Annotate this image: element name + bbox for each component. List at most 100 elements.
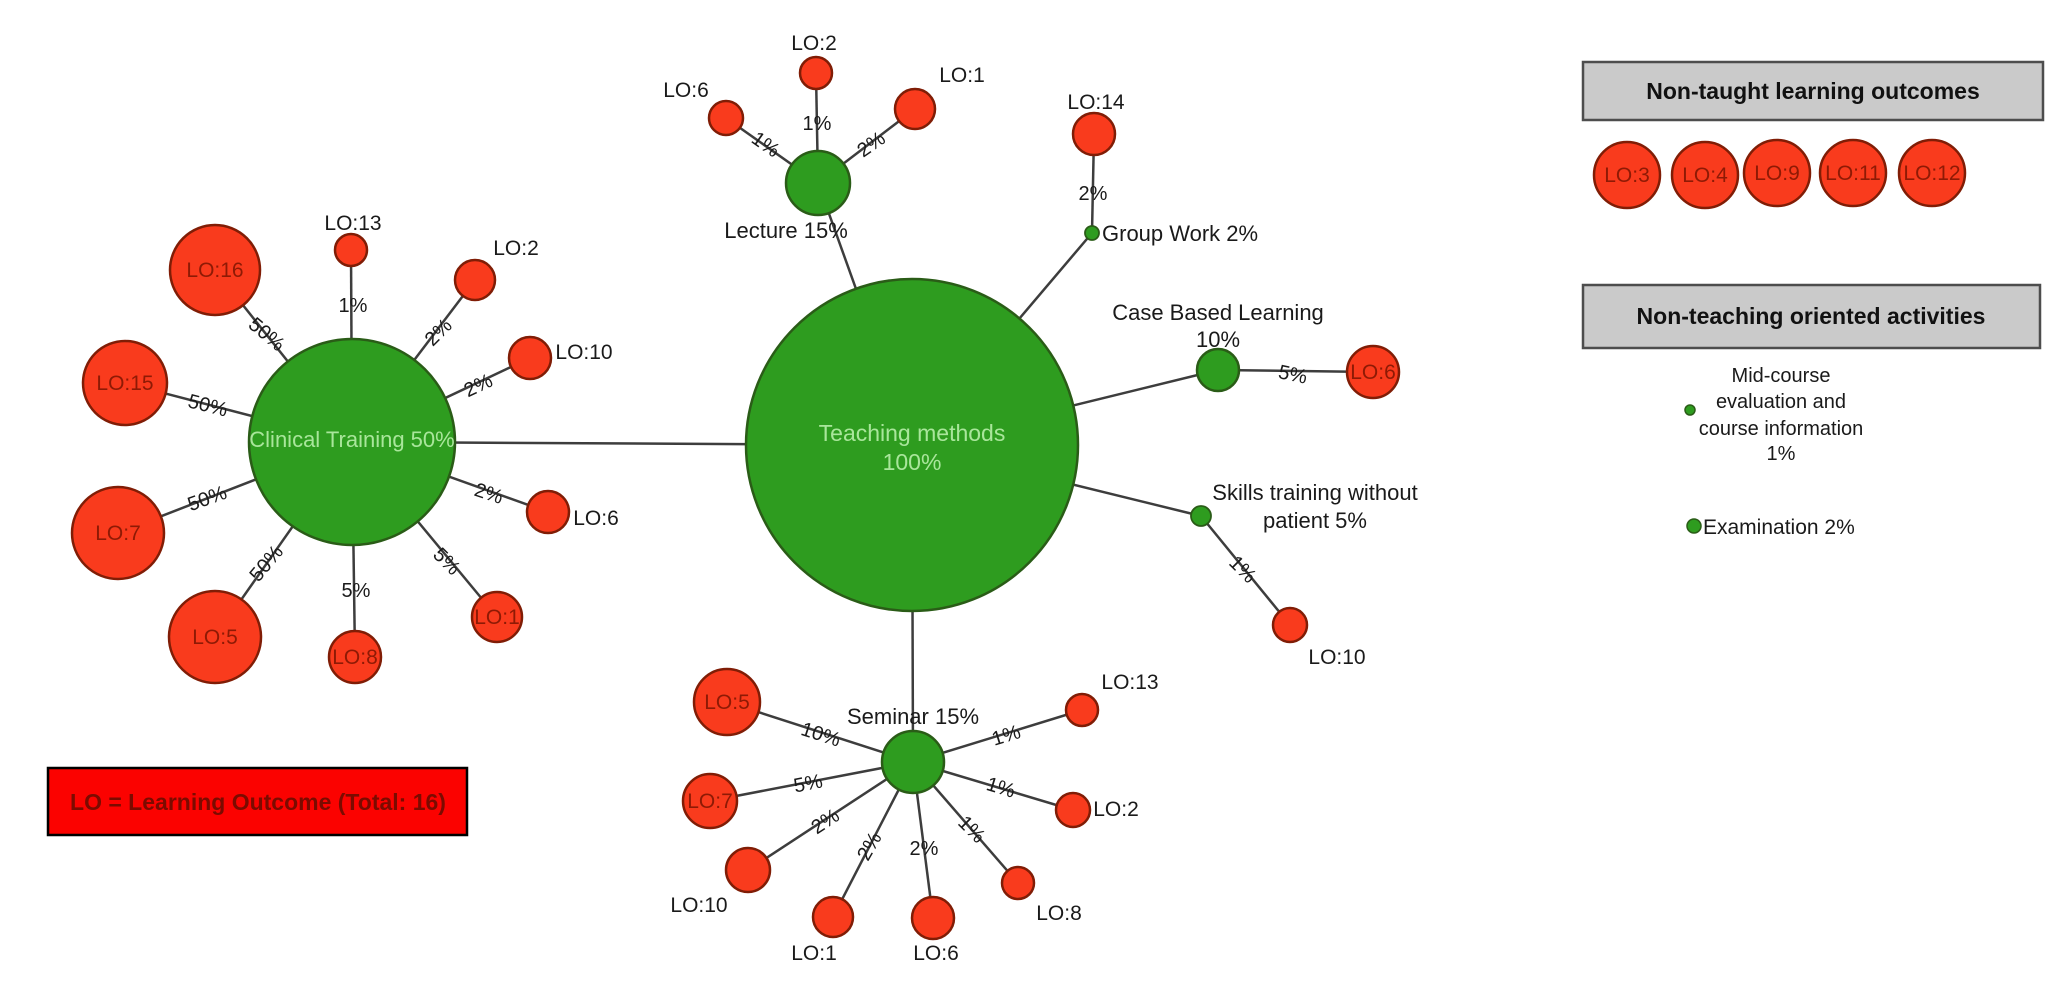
node-label-cl_lo6: LO:6 (573, 507, 619, 530)
outcome-node-cl_lo2 (453, 258, 497, 302)
teaching-methods-label-line1: Teaching methods (819, 420, 1006, 446)
node-label-sem_lo7: LO:7 (687, 790, 733, 813)
node-label-cl_lo13: LO:13 (324, 212, 381, 235)
clinical-training-label: Clinical Training 50% (249, 427, 454, 452)
node-label-cl_lo10: LO:10 (555, 341, 612, 364)
case-based-learning-label-line2: 10% (1196, 327, 1240, 352)
node-label-gw_lo14: LO:14 (1067, 91, 1125, 114)
outcome-node-sem_lo8 (1000, 865, 1036, 901)
activity-node-clinical (247, 337, 457, 547)
node-label-sem_lo8: LO:8 (1036, 902, 1082, 925)
edge-label-seminar-sem_lo7: 5% (792, 770, 825, 797)
mid-course-dot (1684, 404, 1696, 416)
edge-label-lecture-lec_lo2: 1% (803, 113, 832, 135)
outcome-node-cl_lo5 (167, 589, 263, 685)
node-label-cl_lo2: LO:2 (493, 237, 539, 260)
activity-node-groupwork (1084, 225, 1100, 241)
node-label-lec_lo1: LO:1 (939, 64, 985, 87)
outcome-node-sk_lo10 (1271, 606, 1309, 644)
lecture-label: Lecture 15% (724, 218, 848, 243)
activity-node-seminar (880, 729, 946, 795)
activity-node-lecture (784, 149, 852, 217)
outcome-node-lec_lo6 (707, 99, 745, 137)
legend-label: LO = Learning Outcome (Total: 16) (70, 789, 446, 815)
outcome-node-cl_lo16 (168, 223, 262, 317)
outcome-node-cl_lo6 (525, 489, 571, 535)
group-work-label: Group Work 2% (1102, 221, 1258, 246)
outcome-node-sem_lo1 (811, 895, 855, 939)
activity-node-cbl (1195, 347, 1241, 393)
edge-seminar-sem_lo10 (747, 760, 914, 872)
case-based-learning-label-line1: Case Based Learning (1112, 300, 1324, 325)
node-label-sem_lo6: LO:6 (913, 942, 959, 965)
non-taught-panel-header (1581, 60, 2045, 122)
edge-label-clinical-cl_lo8: 5% (342, 580, 371, 602)
edge-label-seminar-sem_lo6: 2% (910, 838, 939, 860)
outcome-node-sem_lo2 (1054, 791, 1092, 829)
outcome-node-cl_lo1 (470, 590, 524, 644)
outcome-node-gw_lo14 (1071, 111, 1117, 157)
outcome-node-sem_lo6 (910, 895, 956, 941)
non-taught-outcome-circle-4 (1897, 138, 1967, 208)
non-teaching-panel-header (1581, 283, 2042, 350)
mid-course-label-line1: Mid-course (1732, 365, 1831, 387)
edge-label-clinical-cl_lo13: 1% (339, 295, 368, 317)
node-label-lec_lo6: LO:6 (663, 79, 709, 102)
outcome-node-cl_lo8 (327, 629, 383, 685)
seminar-label: Seminar 15% (847, 704, 979, 729)
edge-label-groupwork-gw_lo14: 2% (1079, 183, 1108, 205)
activity-node-skills (1190, 505, 1212, 527)
node-label-cl_lo15: LO:15 (96, 372, 153, 395)
node-label-sem_lo2: LO:2 (1093, 798, 1139, 821)
outcome-node-sem_lo10 (724, 846, 772, 894)
node-label-cl_lo1: LO:1 (474, 606, 520, 629)
outcome-node-sem_lo7 (681, 772, 739, 830)
mid-course-label-line3: course information (1699, 418, 1864, 440)
node-label-sem_lo5: LO:5 (704, 691, 750, 714)
non-taught-outcome-circle-0 (1592, 140, 1662, 210)
node-label-cbl_lo6: LO:6 (1350, 361, 1396, 384)
outcome-node-cl_lo10 (507, 335, 553, 381)
non-taught-outcome-label-2: LO:9 (1754, 162, 1800, 185)
edge-skills-sk_lo10 (1200, 515, 1291, 626)
outcome-node-cl_lo13 (333, 232, 369, 268)
outcome-node-sem_lo5 (692, 667, 762, 737)
node-label-sem_lo13: LO:13 (1101, 671, 1158, 694)
outcome-node-cbl_lo6 (1345, 344, 1401, 400)
non-taught-outcome-label-1: LO:4 (1682, 164, 1728, 187)
skills-training-label-line1: Skills training without (1212, 480, 1417, 505)
non-taught-panel-title: Non-taught learning outcomes (1646, 78, 1980, 104)
outcome-node-cl_lo7 (70, 485, 166, 581)
outcome-node-lec_lo2 (798, 55, 834, 91)
non-taught-outcome-label-4: LO:12 (1903, 162, 1960, 185)
non-teaching-panel-title: Non-teaching oriented activities (1637, 303, 1986, 329)
non-taught-outcome-circle-1 (1670, 140, 1740, 210)
non-taught-outcome-label-3: LO:11 (1825, 162, 1881, 185)
node-label-cl_lo8: LO:8 (332, 646, 378, 669)
outcome-node-cl_lo15 (81, 339, 169, 427)
non-taught-outcomes: LO:3 LO:4 LO:9 LO:11 LO:12 (1592, 138, 1967, 210)
edge-seminar-sem_lo7 (709, 760, 914, 803)
mid-course-label-line2: evaluation and (1716, 391, 1846, 413)
node-label-sem_lo1: LO:1 (791, 942, 837, 965)
node-label-cl_lo16: LO:16 (186, 259, 243, 282)
nodes-layer (70, 55, 1401, 941)
node-label-cl_lo7: LO:7 (95, 522, 141, 545)
non-taught-outcome-circle-3 (1818, 138, 1888, 208)
skills-training-label-line2: patient 5% (1263, 508, 1367, 533)
non-taught-outcome-circle-2 (1742, 138, 1812, 208)
examination-label: Examination 2% (1703, 516, 1855, 539)
activity-node-teaching (744, 277, 1080, 613)
outcome-node-sem_lo13 (1064, 692, 1100, 728)
non-taught-outcome-label-0: LO:3 (1604, 164, 1650, 187)
node-label-cl_lo5: LO:5 (192, 626, 238, 649)
legend-box (46, 766, 469, 837)
node-label-lec_lo2: LO:2 (791, 32, 837, 55)
outcome-node-lec_lo1 (893, 87, 937, 131)
examination-dot (1686, 518, 1702, 534)
node-label-sem_lo10: LO:10 (670, 894, 727, 917)
node-labels-layer: LO:6 LO:2 LO:1 LO:14 LO:16 LO:13 LO:2 LO:10 LO:1… (95, 32, 1396, 965)
mid-course-label-line4: 1% (1767, 443, 1796, 465)
